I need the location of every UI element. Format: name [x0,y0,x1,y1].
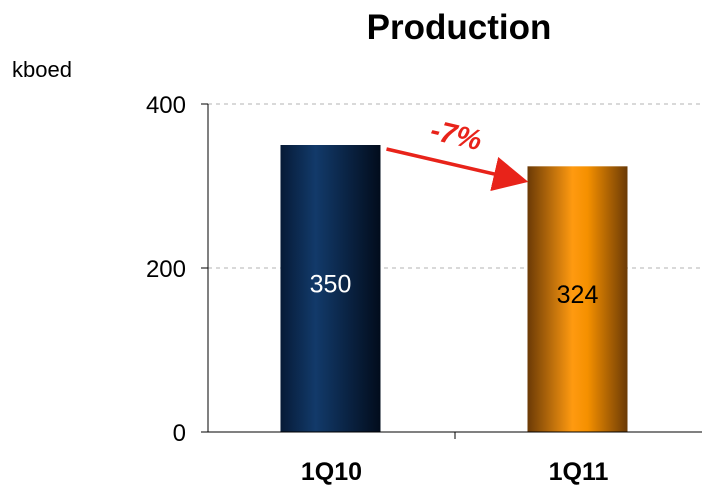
data-label-1q10: 350 [310,271,352,299]
data-labels: 350 324 [310,271,599,310]
y-tick-label: 200 [146,256,186,283]
y-tick-label: 400 [146,92,186,119]
bars [280,145,628,432]
y-tick-label: 0 [173,420,186,447]
change-annotation: -7% [427,114,484,157]
change-arrow [386,147,529,192]
chart-title: Production [367,8,552,47]
category-label-1q10: 1Q10 [301,458,362,486]
y-axis-unit: kboed [12,57,72,82]
category-labels: 1Q10 1Q11 [301,458,609,486]
y-axis-ticks: 0 200 400 [146,92,208,447]
bar-1q10 [280,145,381,432]
bar-1q11 [527,166,628,432]
data-label-1q11: 324 [557,281,599,309]
category-label-1q11: 1Q11 [549,458,609,486]
